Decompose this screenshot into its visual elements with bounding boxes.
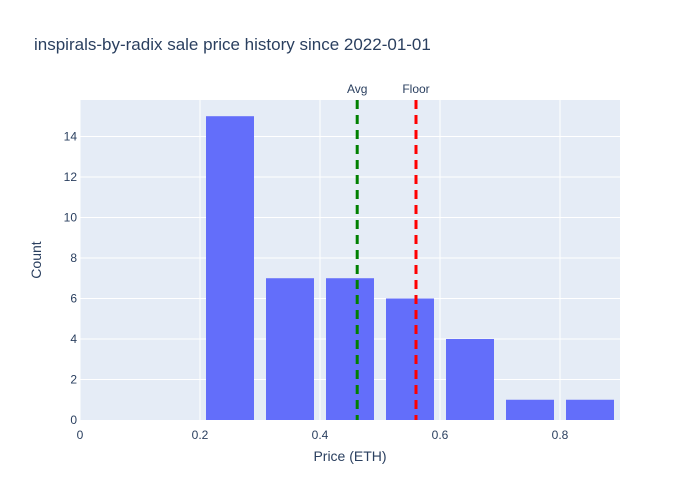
y-tick-label: 0 (70, 413, 77, 427)
x-tick-labels: 0 0.2 0.4 0.6 0.8 (77, 428, 569, 442)
y-tick-label: 14 (64, 129, 78, 143)
y-axis-label: Count (28, 241, 44, 278)
y-tick-label: 10 (64, 210, 78, 224)
reference-line-label: Floor (402, 82, 429, 96)
x-tick-label: 0.2 (192, 428, 209, 442)
x-tick-label: 0.6 (432, 428, 449, 442)
x-tick-label: 0.8 (552, 428, 569, 442)
chart-title: inspirals-by-radix sale price history si… (34, 35, 431, 54)
y-tick-label: 8 (70, 251, 77, 265)
histogram-bar (386, 298, 434, 420)
histogram-bar (326, 278, 374, 420)
x-tick-label: 0 (77, 428, 84, 442)
histogram-bar (566, 399, 614, 420)
reference-line-label: Avg (347, 82, 367, 96)
reference-lines: Avg Floor (347, 82, 430, 420)
histogram-bar (506, 399, 554, 420)
x-tick-label: 0.4 (312, 428, 329, 442)
y-tick-label: 4 (70, 332, 77, 346)
y-tick-labels: 0 2 4 6 8 10 12 14 (64, 129, 78, 427)
histogram-bar (206, 116, 254, 421)
bars (206, 116, 614, 421)
histogram-bar (266, 278, 314, 420)
y-tick-label: 2 (70, 372, 77, 386)
histogram-bar (446, 338, 494, 420)
y-tick-label: 12 (64, 170, 78, 184)
x-axis-label: Price (ETH) (313, 448, 386, 464)
y-tick-label: 6 (70, 291, 77, 305)
